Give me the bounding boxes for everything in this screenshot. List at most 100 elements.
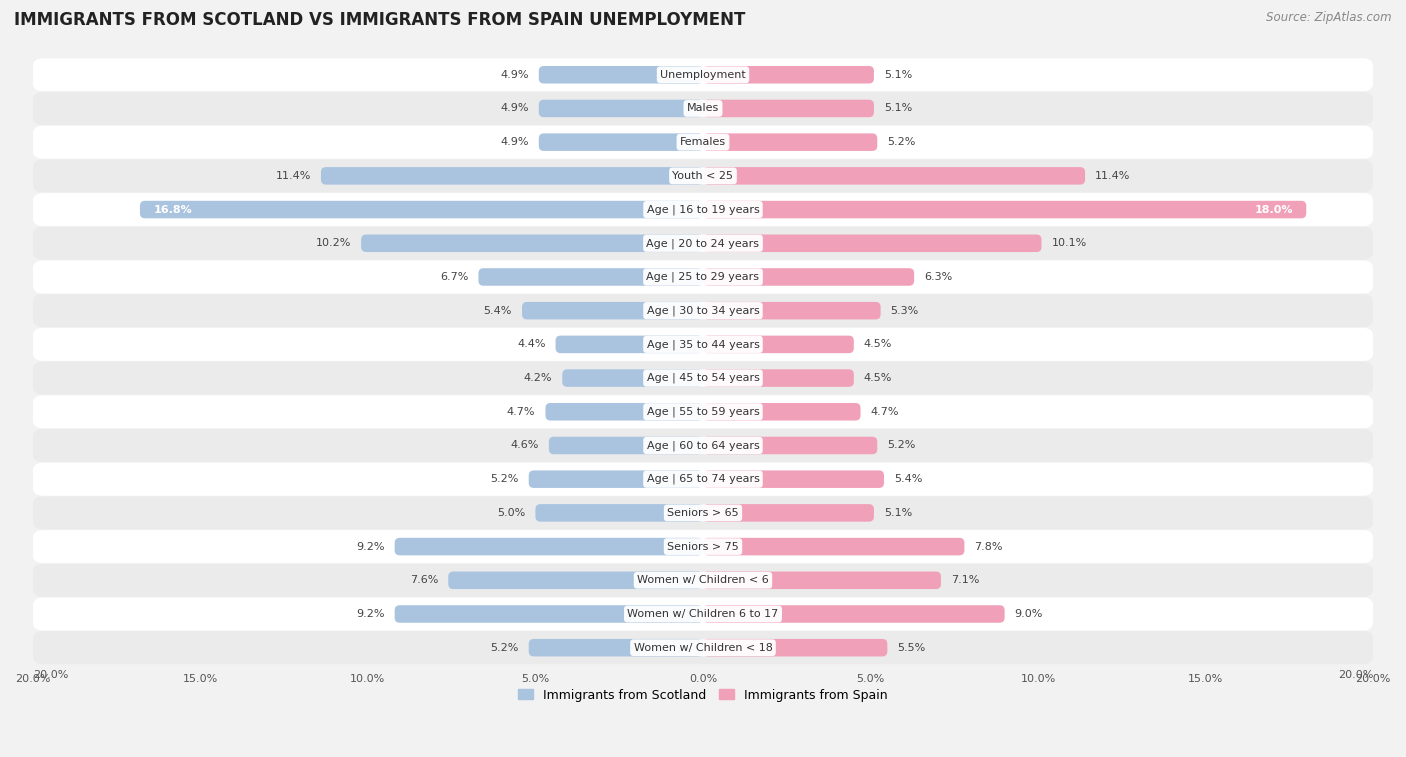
FancyBboxPatch shape — [32, 530, 1374, 563]
FancyBboxPatch shape — [703, 268, 914, 285]
Text: 11.4%: 11.4% — [276, 171, 311, 181]
FancyBboxPatch shape — [32, 564, 1374, 597]
FancyBboxPatch shape — [478, 268, 703, 285]
Text: Seniors > 75: Seniors > 75 — [666, 541, 740, 552]
Text: 5.4%: 5.4% — [894, 474, 922, 484]
FancyBboxPatch shape — [32, 497, 1374, 529]
FancyBboxPatch shape — [361, 235, 703, 252]
FancyBboxPatch shape — [703, 606, 1005, 623]
FancyBboxPatch shape — [32, 260, 1374, 294]
FancyBboxPatch shape — [536, 504, 703, 522]
FancyBboxPatch shape — [703, 335, 853, 353]
Text: 5.2%: 5.2% — [491, 643, 519, 653]
Text: 5.1%: 5.1% — [884, 104, 912, 114]
FancyBboxPatch shape — [562, 369, 703, 387]
Text: 5.2%: 5.2% — [887, 137, 915, 147]
Text: 4.2%: 4.2% — [523, 373, 553, 383]
Text: 4.4%: 4.4% — [517, 339, 546, 350]
FancyBboxPatch shape — [32, 160, 1374, 192]
Text: 5.3%: 5.3% — [890, 306, 920, 316]
FancyBboxPatch shape — [538, 66, 703, 83]
Text: 9.2%: 9.2% — [356, 609, 385, 619]
FancyBboxPatch shape — [32, 126, 1374, 159]
FancyBboxPatch shape — [522, 302, 703, 319]
Text: 5.2%: 5.2% — [491, 474, 519, 484]
FancyBboxPatch shape — [32, 227, 1374, 260]
Text: 4.5%: 4.5% — [863, 373, 893, 383]
FancyBboxPatch shape — [555, 335, 703, 353]
Text: 4.9%: 4.9% — [501, 137, 529, 147]
FancyBboxPatch shape — [32, 58, 1374, 92]
FancyBboxPatch shape — [32, 395, 1374, 428]
FancyBboxPatch shape — [703, 167, 1085, 185]
FancyBboxPatch shape — [529, 639, 703, 656]
Text: Age | 45 to 54 years: Age | 45 to 54 years — [647, 373, 759, 383]
Text: Unemployment: Unemployment — [661, 70, 745, 79]
Text: 5.1%: 5.1% — [884, 508, 912, 518]
FancyBboxPatch shape — [32, 328, 1374, 361]
Text: 9.0%: 9.0% — [1015, 609, 1043, 619]
Text: 4.9%: 4.9% — [501, 70, 529, 79]
Text: Males: Males — [688, 104, 718, 114]
FancyBboxPatch shape — [321, 167, 703, 185]
FancyBboxPatch shape — [703, 66, 875, 83]
Text: 20.0%: 20.0% — [32, 670, 67, 680]
Text: 5.1%: 5.1% — [884, 70, 912, 79]
Text: 20.0%: 20.0% — [1339, 670, 1374, 680]
FancyBboxPatch shape — [449, 572, 703, 589]
FancyBboxPatch shape — [703, 369, 853, 387]
Text: 6.3%: 6.3% — [924, 272, 952, 282]
Text: IMMIGRANTS FROM SCOTLAND VS IMMIGRANTS FROM SPAIN UNEMPLOYMENT: IMMIGRANTS FROM SCOTLAND VS IMMIGRANTS F… — [14, 11, 745, 30]
Text: 5.5%: 5.5% — [897, 643, 925, 653]
Text: 4.7%: 4.7% — [508, 407, 536, 417]
Text: Age | 60 to 64 years: Age | 60 to 64 years — [647, 441, 759, 450]
Text: 6.7%: 6.7% — [440, 272, 468, 282]
FancyBboxPatch shape — [703, 201, 1306, 218]
FancyBboxPatch shape — [546, 403, 703, 421]
Text: Age | 65 to 74 years: Age | 65 to 74 years — [647, 474, 759, 484]
FancyBboxPatch shape — [32, 193, 1374, 226]
FancyBboxPatch shape — [703, 403, 860, 421]
FancyBboxPatch shape — [703, 504, 875, 522]
FancyBboxPatch shape — [141, 201, 703, 218]
FancyBboxPatch shape — [32, 362, 1374, 394]
Text: 5.0%: 5.0% — [498, 508, 526, 518]
FancyBboxPatch shape — [703, 133, 877, 151]
FancyBboxPatch shape — [548, 437, 703, 454]
Text: Age | 30 to 34 years: Age | 30 to 34 years — [647, 305, 759, 316]
FancyBboxPatch shape — [703, 302, 880, 319]
FancyBboxPatch shape — [529, 470, 703, 488]
Text: Women w/ Children 6 to 17: Women w/ Children 6 to 17 — [627, 609, 779, 619]
Text: 7.6%: 7.6% — [411, 575, 439, 585]
FancyBboxPatch shape — [32, 597, 1374, 631]
Text: 7.1%: 7.1% — [950, 575, 980, 585]
Text: Age | 20 to 24 years: Age | 20 to 24 years — [647, 238, 759, 248]
Text: 4.5%: 4.5% — [863, 339, 893, 350]
Text: Women w/ Children < 18: Women w/ Children < 18 — [634, 643, 772, 653]
Legend: Immigrants from Scotland, Immigrants from Spain: Immigrants from Scotland, Immigrants fro… — [513, 684, 893, 706]
Text: 7.8%: 7.8% — [974, 541, 1002, 552]
FancyBboxPatch shape — [703, 470, 884, 488]
Text: Source: ZipAtlas.com: Source: ZipAtlas.com — [1267, 11, 1392, 24]
Text: 5.4%: 5.4% — [484, 306, 512, 316]
FancyBboxPatch shape — [395, 537, 703, 556]
Text: 18.0%: 18.0% — [1254, 204, 1294, 214]
FancyBboxPatch shape — [538, 133, 703, 151]
Text: 5.2%: 5.2% — [887, 441, 915, 450]
FancyBboxPatch shape — [32, 294, 1374, 327]
Text: 4.7%: 4.7% — [870, 407, 898, 417]
Text: Age | 16 to 19 years: Age | 16 to 19 years — [647, 204, 759, 215]
Text: Age | 35 to 44 years: Age | 35 to 44 years — [647, 339, 759, 350]
FancyBboxPatch shape — [538, 100, 703, 117]
FancyBboxPatch shape — [703, 235, 1042, 252]
Text: 16.8%: 16.8% — [153, 204, 193, 214]
Text: 10.1%: 10.1% — [1052, 238, 1087, 248]
Text: 10.2%: 10.2% — [316, 238, 352, 248]
FancyBboxPatch shape — [703, 100, 875, 117]
FancyBboxPatch shape — [703, 639, 887, 656]
FancyBboxPatch shape — [32, 92, 1374, 125]
Text: 4.6%: 4.6% — [510, 441, 538, 450]
Text: Seniors > 65: Seniors > 65 — [668, 508, 738, 518]
Text: Females: Females — [681, 137, 725, 147]
Text: Youth < 25: Youth < 25 — [672, 171, 734, 181]
